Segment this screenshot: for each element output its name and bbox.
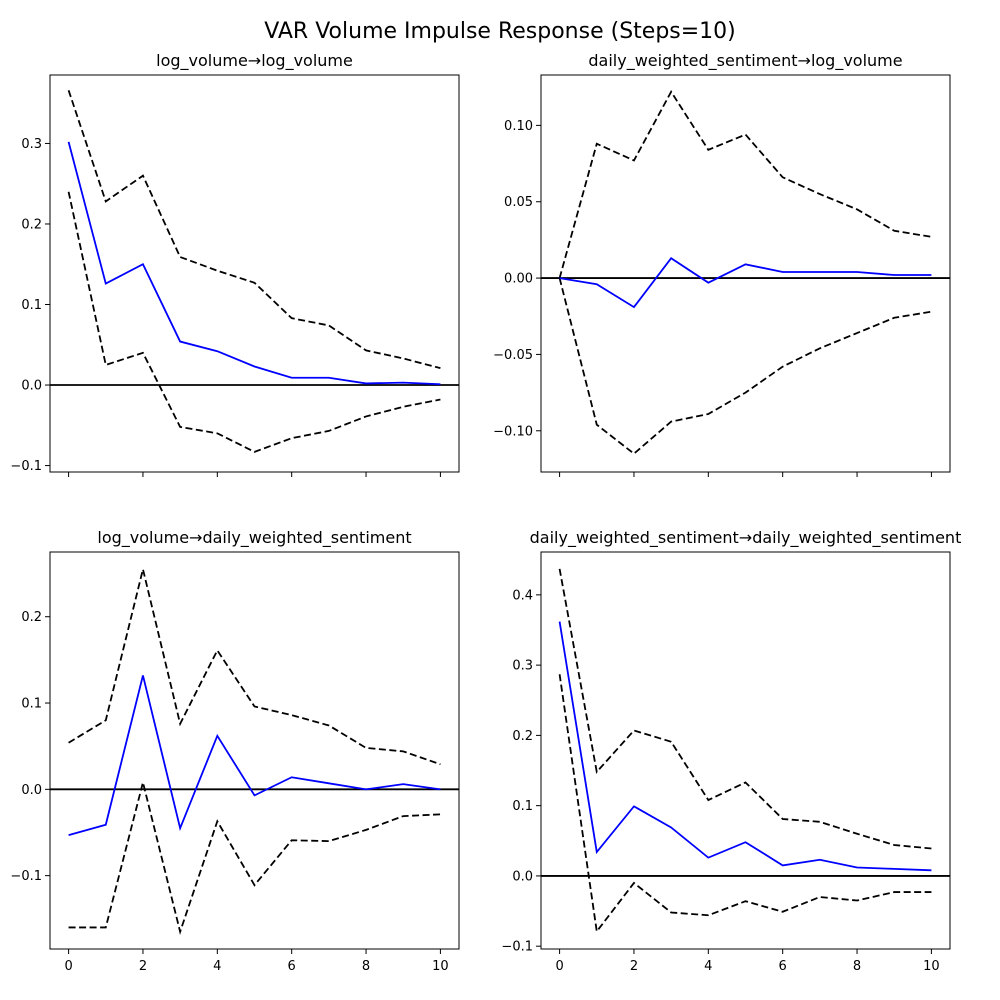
panel-title: daily_weighted_sentiment→log_volume	[588, 51, 902, 71]
figure-title: VAR Volume Impulse Response (Steps=10)	[264, 19, 736, 44]
panel-title: log_volume→daily_weighted_sentiment	[97, 528, 411, 548]
axes-frame	[540, 74, 951, 473]
x-tick-label: 8	[853, 959, 861, 974]
y-tick-label: −0.05	[493, 348, 533, 363]
y-tick-label: 0.2	[21, 217, 42, 232]
y-tick-label: 0.3	[512, 659, 533, 674]
x-tick-label: 4	[704, 959, 712, 974]
panel-1: log_volume→log_volume −0.1 0.0 0.1 0.2 0.3	[10, 51, 460, 477]
panel-title: daily_weighted_sentiment→daily_weighted_…	[530, 528, 962, 548]
x-tick-label: 2	[630, 959, 638, 974]
panel-2: daily_weighted_sentiment→log_volume −0.10…	[493, 51, 951, 477]
x-tick-label: 6	[779, 959, 787, 974]
upper-confidence-band	[558, 568, 932, 850]
lower-confidence-band	[558, 277, 932, 455]
y-tick-label: 0.2	[21, 610, 42, 625]
upper-confidence-band	[558, 90, 932, 279]
y-tick-label: 0.1	[512, 799, 533, 814]
axes-frame	[49, 74, 460, 473]
lower-confidence-band	[67, 191, 441, 453]
upper-confidence-band	[68, 569, 441, 766]
impulse-response-line	[68, 675, 441, 836]
upper-confidence-band	[67, 90, 441, 369]
y-tick-label: 0.1	[21, 298, 42, 313]
x-tick-label: 10	[432, 959, 449, 974]
impulse-response-line	[558, 621, 932, 872]
y-tick-label: 0.10	[504, 119, 533, 134]
x-tick-label: 0	[64, 959, 72, 974]
panel-4: daily_weighted_sentiment→daily_weighted_…	[501, 528, 961, 974]
x-tick-label: 8	[362, 959, 370, 974]
x-tick-label: 6	[288, 959, 296, 974]
y-tick-label: 0.2	[512, 729, 533, 744]
y-tick-label: 0.3	[21, 137, 42, 152]
axes-frame	[49, 551, 460, 950]
y-tick-label: −0.1	[10, 869, 42, 884]
lower-confidence-band	[68, 782, 441, 935]
y-tick-label: 0.05	[504, 195, 533, 210]
panel-title: log_volume→log_volume	[156, 51, 353, 71]
panel-3: log_volume→daily_weighted_sentiment −0.1 0…	[10, 528, 460, 974]
impulse-response-line	[559, 257, 932, 309]
y-tick-label: 0.0	[512, 869, 533, 884]
y-tick-label: 0.1	[21, 697, 42, 712]
y-tick-label: 0.0	[21, 379, 42, 394]
y-tick-label: −0.1	[10, 459, 42, 474]
x-tick-label: 10	[923, 959, 940, 974]
lower-confidence-band	[558, 674, 932, 934]
y-tick-label: −0.10	[493, 424, 533, 439]
x-tick-label: 2	[139, 959, 147, 974]
y-tick-label: 0.0	[21, 783, 42, 798]
y-tick-label: −0.1	[501, 940, 533, 955]
impulse-response-line	[67, 141, 441, 386]
x-tick-label: 0	[555, 959, 563, 974]
axes-frame	[540, 551, 951, 950]
y-tick-label: 0.4	[512, 588, 533, 603]
y-tick-label: 0.00	[504, 272, 533, 287]
x-tick-label: 4	[213, 959, 221, 974]
